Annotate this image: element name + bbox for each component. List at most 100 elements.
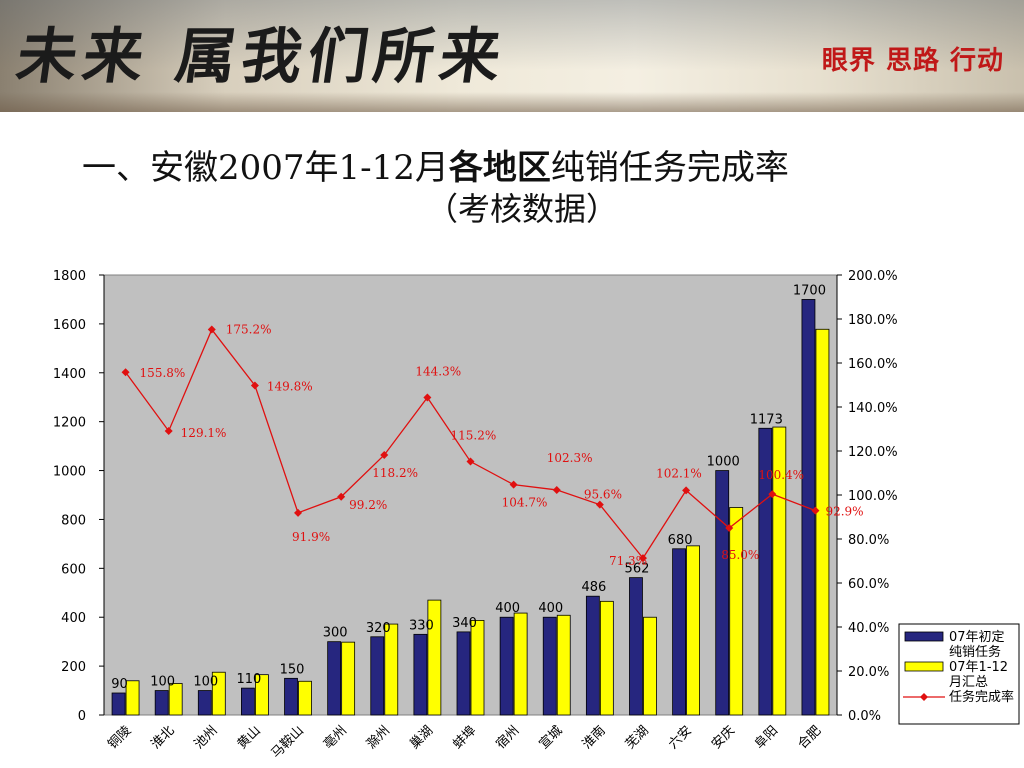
- legend-label-actual: 07年1-12 月汇总: [949, 660, 1008, 690]
- bar-plan-label: 330: [409, 618, 434, 633]
- bar-plan-label: 320: [366, 621, 391, 636]
- left-axis-tick-label: 1600: [53, 318, 86, 333]
- left-axis-tick-label: 1400: [53, 367, 86, 382]
- slide-title: 一、安徽2007年1-12月各地区纯销任务完成率: [0, 140, 1024, 189]
- rate-label: 155.8%: [140, 366, 186, 380]
- category-label: 亳州: [320, 723, 350, 753]
- bar-actual: [384, 623, 399, 716]
- right-axis-tick-label: 0.0%: [848, 709, 881, 724]
- rate-label: 102.3%: [547, 451, 593, 465]
- rate-point: [207, 325, 216, 334]
- right-axis-tick-label: 100.0%: [848, 489, 898, 504]
- category-label: 安庆: [709, 723, 738, 752]
- legend-label-rate-line: 任务完成率: [949, 689, 1014, 705]
- category-axis: 铜陵 淮北 池州 黄山 马鞍山 亳州 滁州 巢湖 蚌埠 宿州 宣城 淮南 芜湖 六安 安庆 阜阳 合肥: [105, 723, 824, 762]
- bar-actual: [211, 671, 226, 716]
- bar-plan: [758, 427, 773, 716]
- bar-plan: [456, 631, 471, 716]
- bar-plan: [499, 616, 514, 716]
- rate-point: [466, 457, 475, 466]
- bar-plan: [672, 548, 686, 716]
- right-axis-tick-label: 140.0%: [848, 401, 898, 416]
- bar-plan: [629, 577, 643, 716]
- rate-point: [682, 486, 691, 495]
- bar-actual: [556, 614, 571, 716]
- bar-plan-label: 110: [236, 672, 261, 687]
- bar-plan: [284, 677, 298, 716]
- banner-sky: [0, 0, 1024, 70]
- rate-label: 71.3%: [609, 554, 647, 568]
- bar-plan: [585, 595, 600, 716]
- left-axis-tick-label: 1000: [53, 465, 86, 480]
- bar-series: [111, 299, 830, 716]
- rate-label: 175.2%: [226, 323, 272, 337]
- right-axis-tick-label: 120.0%: [848, 445, 898, 460]
- bar-plan-label: 400: [495, 601, 520, 616]
- bar-actual: [815, 328, 830, 716]
- bar-plan: [370, 636, 385, 716]
- rate-label: 149.8%: [267, 379, 313, 393]
- category-label: 铜陵: [105, 723, 134, 752]
- left-axis-tick-label: 0: [78, 709, 86, 724]
- bar-actual: [470, 619, 485, 716]
- slide-subtitle: （考核数据）: [425, 190, 618, 228]
- rate-label: 102.1%: [656, 466, 702, 480]
- left-axis-tick-label: 400: [61, 611, 86, 626]
- legend-label-plan: 07年初定纯销任务: [949, 630, 1005, 660]
- bar-plan: [801, 299, 816, 716]
- category-label: 马鞍山: [268, 723, 307, 762]
- left-axis-tick-label: 200: [61, 660, 86, 675]
- rate-point: [552, 485, 561, 494]
- category-label: 池州: [192, 723, 221, 752]
- rate-label: 99.2%: [349, 498, 387, 512]
- legend-swatch-marker: [920, 693, 928, 701]
- rate-label: 104.7%: [502, 496, 548, 510]
- rate-point: [337, 492, 346, 501]
- bar-plan: [111, 692, 126, 716]
- rate-point: [595, 500, 604, 509]
- rate-label: 95.6%: [584, 488, 622, 502]
- line-series: 155.8% 129.1% 175.2% 149.8% 91.9% 99.2% 118.2%…: [121, 323, 864, 568]
- category-label: 宿州: [493, 723, 523, 753]
- rate-label: 118.2%: [372, 466, 418, 480]
- bar-plan-label: 100: [150, 675, 175, 690]
- rate-label: 92.9%: [825, 505, 863, 519]
- rate-point: [294, 508, 303, 517]
- rate-point: [811, 506, 820, 515]
- legend-swatch-plan: [904, 631, 944, 642]
- bar-actual: [341, 641, 356, 716]
- category-label: 六安: [666, 723, 695, 752]
- bar-plan-label: 300: [323, 626, 348, 641]
- bar-plan-label: 340: [452, 616, 477, 631]
- right-axis-tick-label: 180.0%: [848, 313, 898, 328]
- bar-plan: [241, 687, 255, 716]
- bar-actual: [599, 600, 614, 716]
- bar-plan: [154, 690, 169, 716]
- banner-ground: [0, 92, 1024, 112]
- legend-label-plan-line: 纯销任务: [949, 644, 1001, 660]
- left-axis: 0 200 400 600 800 1000 1200 1400 1600 1800: [53, 269, 105, 724]
- bar-actual: [729, 507, 744, 716]
- title-suffix: 纯销任务完成率: [550, 148, 789, 188]
- legend-label-plan-line: 07年初定: [949, 630, 1005, 645]
- bar-plan-label: 680: [668, 533, 693, 548]
- rate-label: 115.2%: [451, 429, 497, 443]
- category-label: 淮南: [579, 723, 609, 753]
- bar-plan: [327, 641, 342, 716]
- bar-actual: [772, 426, 787, 716]
- bar-plan-label: 1000: [707, 455, 740, 470]
- bar-plan-label: 1173: [750, 412, 783, 427]
- rate-label: 91.9%: [292, 530, 330, 544]
- legend-label-rate: 任务完成率: [949, 689, 1014, 705]
- bar-actual: [255, 674, 269, 716]
- rate-point: [164, 426, 173, 435]
- legend-label-actual-line: 月汇总: [949, 675, 988, 690]
- bar-actual: [298, 680, 312, 716]
- category-label: 合肥: [795, 723, 824, 752]
- left-axis-tick-label: 1800: [53, 269, 86, 284]
- combo-chart: 0 200 400 600 800 1000 1200 1400 1600 1800 0.0% 20…: [53, 269, 1020, 762]
- left-axis-tick-label: 600: [61, 562, 86, 577]
- bar-plan: [413, 633, 428, 716]
- right-axis-tick-label: 160.0%: [848, 357, 898, 372]
- bar-actual: [125, 680, 140, 716]
